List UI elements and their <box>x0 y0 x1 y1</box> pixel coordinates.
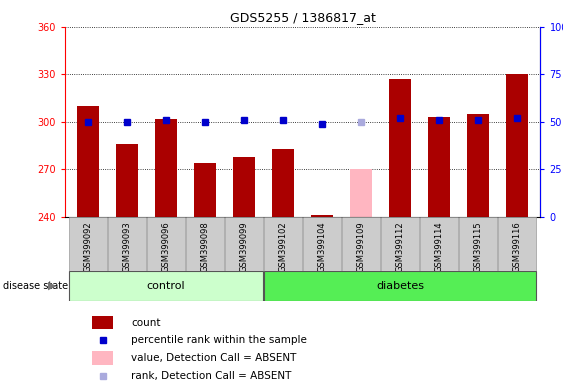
Bar <box>381 217 419 271</box>
Bar <box>342 217 380 271</box>
Bar <box>303 217 341 271</box>
Text: disease state: disease state <box>3 281 68 291</box>
Text: GSM399115: GSM399115 <box>473 221 482 272</box>
Bar <box>272 149 294 217</box>
Text: value, Detection Call = ABSENT: value, Detection Call = ABSENT <box>131 353 297 363</box>
Text: ▶: ▶ <box>48 281 56 291</box>
Bar <box>467 114 489 217</box>
Text: count: count <box>131 318 161 328</box>
Bar <box>69 217 107 271</box>
Bar <box>155 119 177 217</box>
Bar <box>117 144 138 217</box>
Text: GSM399092: GSM399092 <box>84 221 93 272</box>
Text: GSM399096: GSM399096 <box>162 221 171 272</box>
Text: percentile rank within the sample: percentile rank within the sample <box>131 335 307 345</box>
Bar <box>109 217 146 271</box>
Bar <box>194 163 216 217</box>
Bar <box>78 106 99 217</box>
Text: GSM399093: GSM399093 <box>123 221 132 272</box>
Title: GDS5255 / 1386817_at: GDS5255 / 1386817_at <box>230 11 376 24</box>
Text: control: control <box>147 281 185 291</box>
Bar <box>498 217 536 271</box>
Bar <box>265 271 536 301</box>
Text: GSM399102: GSM399102 <box>279 221 288 272</box>
Text: diabetes: diabetes <box>376 281 424 291</box>
Bar <box>186 217 224 271</box>
Bar <box>459 217 497 271</box>
Bar <box>350 169 372 217</box>
Bar <box>92 316 113 329</box>
Bar <box>92 351 113 365</box>
Bar <box>428 117 450 217</box>
Text: GSM399116: GSM399116 <box>512 221 521 272</box>
Bar <box>311 215 333 217</box>
Text: GSM399098: GSM399098 <box>200 221 209 272</box>
Text: GSM399112: GSM399112 <box>396 221 405 272</box>
Bar <box>506 74 528 217</box>
Bar <box>148 217 185 271</box>
Bar <box>234 157 255 217</box>
Bar <box>69 271 263 301</box>
Bar <box>225 217 263 271</box>
Text: GSM399099: GSM399099 <box>240 221 249 272</box>
Text: GSM399114: GSM399114 <box>435 221 444 272</box>
Bar <box>421 217 458 271</box>
Bar <box>390 79 411 217</box>
Text: GSM399109: GSM399109 <box>356 221 365 272</box>
Text: GSM399104: GSM399104 <box>318 221 327 272</box>
Text: rank, Detection Call = ABSENT: rank, Detection Call = ABSENT <box>131 371 292 381</box>
Bar <box>265 217 302 271</box>
